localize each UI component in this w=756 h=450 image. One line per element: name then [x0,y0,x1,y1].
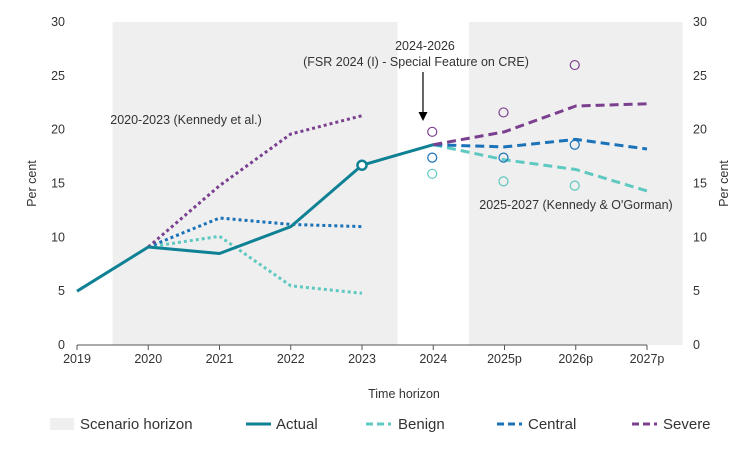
actual-marker-2023 [356,159,368,171]
series-2020-2023-benign [148,234,363,295]
series-2025-2027-central [433,137,648,151]
x-tick-label-2024: 2024 [419,352,447,366]
annotation-kennedy-2020-2023: 2020-2023 (Kennedy et al.) [110,113,262,127]
series-2020-2023-severe [147,114,363,249]
series-2020-2023-central [147,216,363,249]
annotation-fsr-2024-2026: 2024-2026 [395,39,455,53]
x-tick-label-2026p: 2026p [558,352,593,366]
y-tick-left-20: 20 [51,123,65,137]
x-tick-label-2021: 2021 [206,352,234,366]
y-axis-title-left: Per cent [25,160,39,207]
x-tick-label-2023: 2023 [348,352,376,366]
fsr-circle-central-2024 [427,152,438,163]
y-tick-right-30: 30 [693,15,707,29]
scenario-horizon-shade-0 [112,22,398,345]
scenario-horizon-shade-1 [468,22,683,345]
fsr-circle-benign-2025 [498,176,509,187]
legend-label-actual: Actual [276,416,318,433]
series-2025-2027-benign [432,143,648,193]
legend-swatch-shade [50,418,74,430]
x-tick-label-2019: 2019 [63,352,91,366]
x-tick-label-2025p: 2025p [487,352,522,366]
y-tick-left-15: 15 [51,177,65,191]
fsr-circle-severe-2024 [427,126,438,137]
annotation-fsr-special-feature: (FSR 2024 (I) - Special Feature on CRE) [303,55,529,69]
y-tick-left-5: 5 [58,284,65,298]
x-tick-label-2022: 2022 [277,352,305,366]
legend-label-shade: Scenario horizon [80,416,193,433]
fsr-circle-severe-2026 [569,59,580,71]
fsr-circle-central-2026 [569,139,580,150]
y-tick-right-10: 10 [693,230,707,244]
y-axis-title-right: Per cent [717,160,731,207]
fsr-circle-central-2025 [498,152,509,163]
y-tick-left-25: 25 [51,69,65,83]
legend-label-central: Central [528,416,576,433]
y-tick-left-0: 0 [58,338,65,352]
annotation-arrow-head [418,112,428,121]
legend-label-severe: Severe [663,416,711,433]
y-tick-right-20: 20 [693,123,707,137]
y-tick-right-15: 15 [693,177,707,191]
fsr-circle-benign-2026 [569,180,580,191]
y-tick-right-0: 0 [693,338,700,352]
fsr-circle-benign-2024 [427,168,438,179]
x-tick-label-2020: 2020 [134,352,162,366]
series-actual [76,143,434,293]
y-tick-left-10: 10 [51,230,65,244]
series-2025-2027-severe [433,102,648,147]
x-axis-title: Time horizon [368,387,440,401]
y-tick-right-5: 5 [693,284,700,298]
fsr-circle-severe-2025 [498,107,509,118]
legend-label-benign: Benign [398,416,445,433]
y-tick-left-30: 30 [51,15,65,29]
x-tick-label-2027p: 2027p [630,352,665,366]
y-tick-right-25: 25 [693,69,707,83]
annotation-kennedy-ogorman-2025-2027: 2025-2027 (Kennedy & O'Gorman) [479,198,672,212]
